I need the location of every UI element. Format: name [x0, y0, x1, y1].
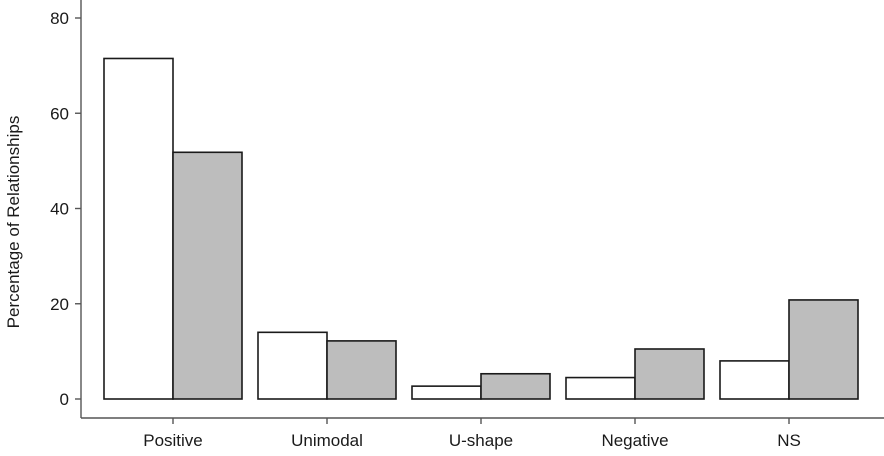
y-tick-label: 80 — [50, 9, 69, 28]
y-tick-label: 0 — [60, 390, 69, 409]
y-tick-label: 20 — [50, 295, 69, 314]
x-tick-label: Unimodal — [291, 431, 363, 450]
bar-ns-series-1 — [719, 360, 790, 400]
y-tick-label: 60 — [50, 104, 69, 123]
bar-negative-series-1 — [565, 376, 636, 400]
x-tick-label: Negative — [601, 431, 668, 450]
y-axis: 0 20 40 60 80 — [50, 0, 82, 418]
bar-u-shape-series-1 — [411, 385, 482, 400]
bar-positive-series-1 — [103, 57, 174, 400]
x-tick-label: NS — [777, 431, 801, 450]
bars — [103, 57, 859, 400]
bar-u-shape-series-2 — [480, 372, 551, 400]
x-tick-label: U-shape — [449, 431, 513, 450]
x-tick-label: Positive — [143, 431, 203, 450]
x-axis — [81, 417, 884, 424]
bar-positive-series-2 — [172, 151, 243, 400]
y-axis-title: Percentage of Relationships — [4, 116, 23, 329]
bar-ns-series-2 — [788, 299, 859, 400]
bar-negative-series-2 — [634, 348, 705, 400]
bar-unimodal-series-2 — [326, 340, 397, 400]
bar-unimodal-series-1 — [257, 331, 328, 400]
y-tick-label: 40 — [50, 200, 69, 219]
category-labels: Positive Unimodal U-shape Negative NS — [143, 431, 801, 450]
